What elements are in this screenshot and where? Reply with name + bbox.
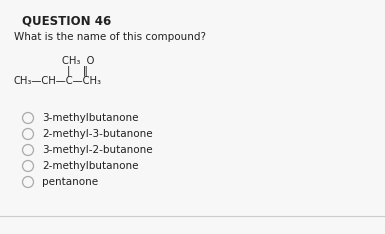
Text: |    ‖: | ‖ <box>67 66 88 77</box>
Text: pentanone: pentanone <box>42 177 98 187</box>
Text: CH₃—CH—C—CH₃: CH₃—CH—C—CH₃ <box>14 76 102 86</box>
Text: 2-methyl-3-butanone: 2-methyl-3-butanone <box>42 129 152 139</box>
Text: 2-methylbutanone: 2-methylbutanone <box>42 161 139 171</box>
Text: What is the name of this compound?: What is the name of this compound? <box>14 32 206 42</box>
Text: CH₃  O: CH₃ O <box>62 56 94 66</box>
Text: 3-methylbutanone: 3-methylbutanone <box>42 113 139 123</box>
Text: QUESTION 46: QUESTION 46 <box>22 14 111 27</box>
Text: 3-methyl-2-butanone: 3-methyl-2-butanone <box>42 145 152 155</box>
